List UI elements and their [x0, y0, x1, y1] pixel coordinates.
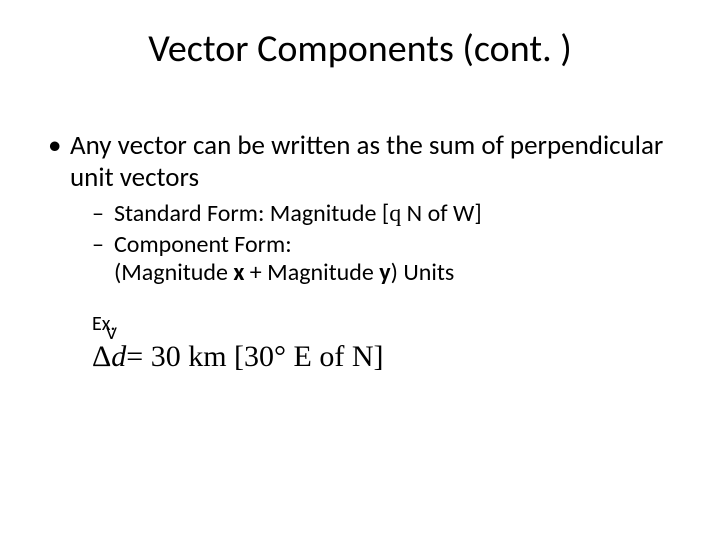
delta-symbol: Δ [92, 340, 111, 373]
slide: Vector Components (cont. ) Any vector ca… [0, 0, 720, 540]
text-fragment: (Magnitude [114, 258, 233, 287]
theta-symbol: q [389, 201, 401, 227]
d-variable: d [111, 340, 126, 373]
example-label: Ex. [92, 312, 690, 336]
bold-y: y [379, 258, 390, 287]
bullet-level1: Any vector can be written as the sum of … [48, 130, 690, 194]
bold-x: x [233, 258, 244, 287]
text-fragment: ) Units [391, 258, 455, 287]
slide-title: Vector Components (cont. ) [30, 26, 690, 72]
formula-rest: = 30 km [30° E of N] [126, 340, 383, 374]
text-fragment: Standard Form: Magnitude [ [114, 199, 389, 228]
bullet-level2-component-form: Component Form: (Magnitude x + Magnitude… [92, 231, 690, 289]
text-fragment: N of W] [401, 199, 481, 228]
bullet-level2-standard-form: Standard Form: Magnitude [q N of W] [92, 200, 690, 229]
delta-d-vector: ᐯ Δd [92, 340, 126, 374]
vector-arrow-icon: ᐯ [106, 324, 117, 344]
example-formula: ᐯ Δd = 30 km [30° E of N] [92, 340, 690, 374]
text-fragment: + Magnitude [244, 258, 379, 287]
text-fragment: Component Form: [114, 230, 292, 259]
